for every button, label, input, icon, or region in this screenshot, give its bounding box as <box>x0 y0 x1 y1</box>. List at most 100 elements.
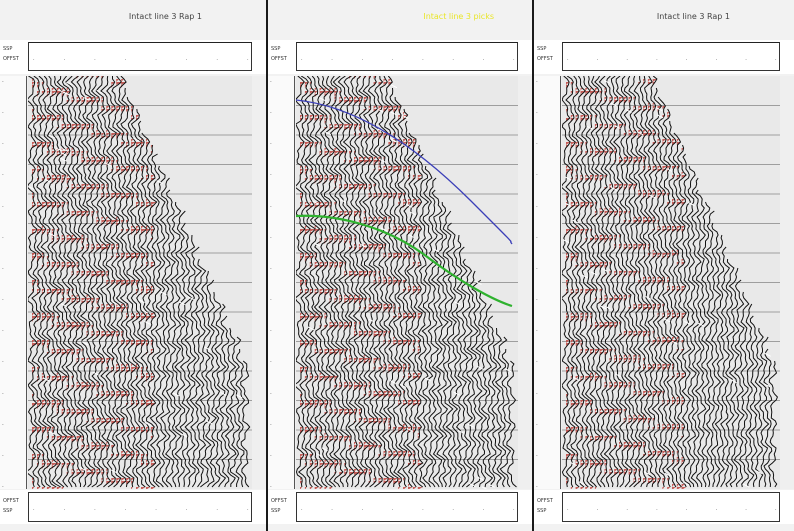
trace-highlight <box>48 430 55 435</box>
seismic-panel[interactable]: - - - - - - - - - - - - - - <box>534 76 794 490</box>
seismic-trace <box>55 76 68 488</box>
time-axis: - - - - - - - - - - - - - - <box>0 76 27 490</box>
time-axis-tick: - <box>536 453 538 459</box>
trace-highlight <box>360 243 367 248</box>
seismic-trace <box>110 76 123 488</box>
seismic-plot[interactable] <box>28 76 252 489</box>
trace-highlight <box>156 180 163 185</box>
header-plot-top: SSP OFFST · · · · · · · · <box>534 40 794 74</box>
trace-fill <box>329 88 335 489</box>
seismic-trace <box>99 76 113 488</box>
axis-tick: · <box>155 57 157 63</box>
axis-tick: · <box>216 57 219 63</box>
seismic-trace <box>506 360 517 488</box>
trace-highlight <box>407 234 415 239</box>
seismic-panel[interactable]: - - - - - - - - - - - - - - <box>268 76 532 490</box>
trace-highlight <box>220 392 227 396</box>
trace-highlight <box>570 461 577 466</box>
seismic-trace <box>662 108 673 488</box>
trace-highlight <box>763 383 770 388</box>
trace-highlight <box>81 341 89 346</box>
trace-highlight <box>105 162 113 167</box>
trace-fill <box>599 91 605 475</box>
axis-tick: · <box>513 57 515 63</box>
seismic-trace <box>332 76 346 488</box>
header-label-ssp: SSP <box>3 46 13 52</box>
time-axis-tick: - <box>2 485 4 490</box>
trace-fill <box>131 106 137 489</box>
axis-tick: · <box>482 57 485 63</box>
seismic-panel[interactable]: - - - - - - - - - - - - - - <box>0 76 266 490</box>
seismic-trace <box>224 327 237 487</box>
seismic-trace <box>435 201 449 488</box>
time-axis-tick: - <box>270 204 272 210</box>
trace-fill <box>106 106 112 484</box>
time-axis-tick: - <box>270 142 272 148</box>
axis-tick: · <box>185 57 188 63</box>
seismic-trace <box>733 279 745 488</box>
axis-tick: · <box>63 507 66 513</box>
trace-fill <box>344 97 350 475</box>
seismic-trace <box>85 76 98 488</box>
time-axis-tick: - <box>2 111 4 117</box>
panel-divider[interactable] <box>266 0 268 531</box>
axis-tick: · <box>331 507 333 513</box>
seismic-trace <box>397 108 410 488</box>
trace-highlight <box>379 158 386 163</box>
seismic-plot[interactable] <box>562 76 780 489</box>
trace-highlight <box>581 274 588 279</box>
seismic-plot[interactable] <box>296 76 518 489</box>
trace-highlight <box>79 466 86 471</box>
trace-fill <box>643 79 648 484</box>
seismic-trace <box>739 291 750 488</box>
time-axis-tick: - <box>536 80 538 85</box>
trace-highlight <box>313 242 321 247</box>
seismic-trace <box>179 222 193 488</box>
time-axis-tick: - <box>536 391 538 397</box>
trace-highlight <box>141 309 149 314</box>
trace-highlight <box>610 186 618 191</box>
trace-fill <box>383 79 389 484</box>
trace-highlight <box>488 483 495 488</box>
seismic-trace <box>304 76 317 488</box>
trace-highlight <box>377 108 384 113</box>
seismic-trace <box>313 76 326 488</box>
axis-tick: · <box>656 507 658 513</box>
seismic-trace <box>105 76 119 488</box>
trace-highlight <box>666 168 673 173</box>
trace-highlight <box>160 291 167 296</box>
seismic-traces <box>296 76 518 489</box>
seismic-trace <box>189 246 203 488</box>
seismic-trace <box>619 76 630 488</box>
trace-fill <box>672 139 677 489</box>
seismic-trace <box>461 258 474 488</box>
pick-curve-blue[interactable] <box>296 99 513 245</box>
seismic-trace <box>725 258 735 488</box>
time-axis-tick: - <box>2 235 4 241</box>
trace-highlight <box>663 318 671 323</box>
trace-highlight <box>178 301 185 306</box>
trace-highlight <box>236 394 243 399</box>
trace-highlight <box>636 131 644 136</box>
trace-highlight <box>402 115 409 119</box>
trace-fill <box>146 139 152 489</box>
trace-highlight <box>319 97 327 102</box>
trace-highlight <box>172 392 180 397</box>
panel-right: Intact line 3 Rap 1 SSP OFFST · · · · · · · · -… <box>534 0 794 531</box>
header-label-offst: OFFST <box>3 56 19 62</box>
axis-tick: · <box>301 507 303 513</box>
panel-divider[interactable] <box>532 0 534 531</box>
seismic-trace <box>598 76 610 488</box>
axis-tick: · <box>247 507 249 513</box>
trace-fill <box>363 76 370 475</box>
trace-highlight <box>406 203 413 208</box>
trace-highlight <box>755 470 763 475</box>
time-axis-tick: - <box>2 142 4 148</box>
seismic-trace <box>637 76 649 488</box>
time-axis-tick: - <box>2 329 4 335</box>
trace-fill <box>628 97 633 475</box>
trace-highlight <box>610 102 617 107</box>
pick-curve-green[interactable] <box>296 214 513 308</box>
trace-highlight <box>399 383 407 388</box>
seismic-trace <box>623 76 634 488</box>
